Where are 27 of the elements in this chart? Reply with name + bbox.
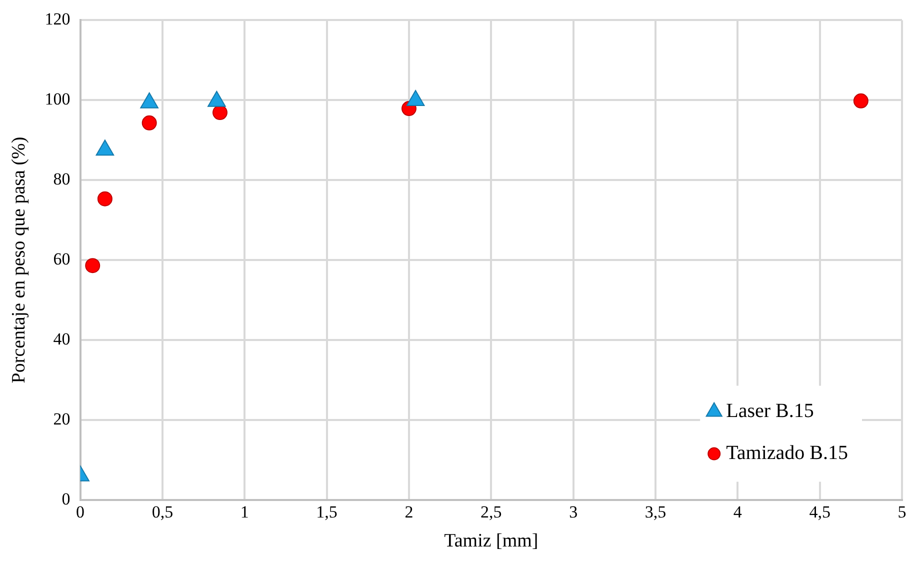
x-tick-label: 0,5 xyxy=(152,502,174,522)
y-tick-label: 40 xyxy=(53,329,70,348)
y-tick-label: 80 xyxy=(53,170,70,189)
y-tick-label: 120 xyxy=(44,10,70,29)
y-tick-label: 60 xyxy=(53,249,70,268)
x-tick-label: 1,5 xyxy=(316,502,338,522)
y-tick-label: 0 xyxy=(62,489,70,508)
x-tick-label: 0 xyxy=(76,502,85,522)
x-tick-label: 2,5 xyxy=(480,502,502,522)
x-tick-label: 4 xyxy=(733,502,742,522)
point xyxy=(85,258,100,274)
x-tick-label: 3 xyxy=(569,502,578,522)
x-tick-label: 5 xyxy=(898,502,906,522)
point xyxy=(212,105,228,120)
x-tick-label: 2 xyxy=(404,502,414,522)
point xyxy=(853,93,868,108)
x-tick-label: 3,5 xyxy=(644,502,666,522)
y-tick-label: 20 xyxy=(53,409,70,428)
y-axis-title: Porcentaje en peso que pasa (%) xyxy=(8,136,30,384)
point xyxy=(142,115,157,130)
x-tick-label: 1 xyxy=(240,502,249,522)
y-tick-label: 100 xyxy=(44,90,70,109)
point xyxy=(97,191,112,206)
legend-label: Tamizado B.15 xyxy=(726,442,848,464)
x-axis-title: Tamiz [mm] xyxy=(444,530,538,552)
legend-label: Laser B.15 xyxy=(726,400,814,422)
x-tick-label: 4,5 xyxy=(809,502,830,522)
